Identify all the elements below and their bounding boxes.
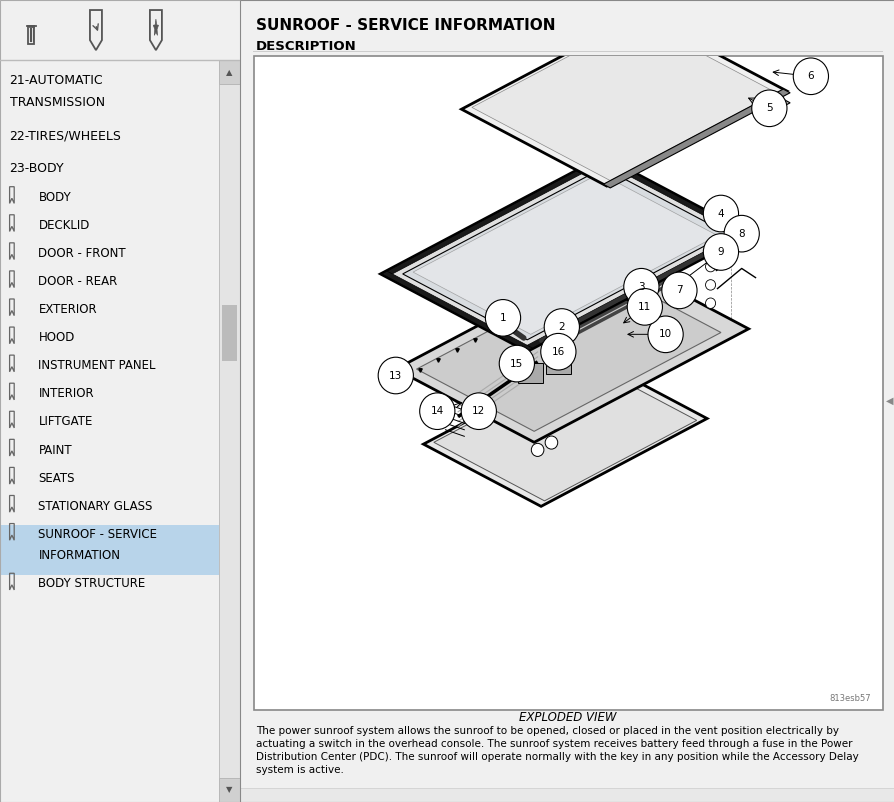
Text: 5: 5 xyxy=(765,103,772,113)
Text: SUNROOF - SERVICE: SUNROOF - SERVICE xyxy=(38,528,157,541)
Text: 11: 11 xyxy=(637,302,651,312)
Polygon shape xyxy=(471,19,775,180)
Circle shape xyxy=(531,444,544,456)
Text: STATIONARY GLASS: STATIONARY GLASS xyxy=(38,500,153,512)
Bar xyxy=(545,354,570,375)
Polygon shape xyxy=(402,168,727,340)
Text: 4: 4 xyxy=(717,209,723,218)
Text: DOOR - FRONT: DOOR - FRONT xyxy=(38,247,126,260)
Text: DESCRIPTION: DESCRIPTION xyxy=(256,40,357,53)
Polygon shape xyxy=(382,157,747,350)
Circle shape xyxy=(499,346,534,382)
Bar xyxy=(219,60,240,84)
Circle shape xyxy=(704,280,715,290)
Text: 2: 2 xyxy=(558,322,564,332)
Polygon shape xyxy=(382,271,532,350)
Bar xyxy=(28,26,35,44)
Text: DECKLID: DECKLID xyxy=(38,219,89,232)
Text: 13: 13 xyxy=(389,371,402,380)
Circle shape xyxy=(544,309,578,346)
Text: 3: 3 xyxy=(637,282,644,292)
Text: BODY: BODY xyxy=(38,191,71,204)
Bar xyxy=(219,778,240,802)
Text: 8: 8 xyxy=(738,229,744,239)
Text: 15: 15 xyxy=(510,358,523,369)
Text: INTERIOR: INTERIOR xyxy=(38,387,94,400)
Bar xyxy=(518,363,543,383)
Circle shape xyxy=(544,436,557,449)
Circle shape xyxy=(703,233,738,270)
Text: PAINT: PAINT xyxy=(38,444,72,456)
Polygon shape xyxy=(423,356,706,506)
Polygon shape xyxy=(521,231,747,350)
Text: INSTRUMENT PANEL: INSTRUMENT PANEL xyxy=(38,359,156,372)
Text: DOOR - REAR: DOOR - REAR xyxy=(38,275,117,288)
Circle shape xyxy=(378,357,413,394)
Polygon shape xyxy=(603,89,789,188)
Bar xyxy=(222,305,237,361)
Text: The power sunroof system allows the sunroof to be opened, closed or placed in th: The power sunroof system allows the sunr… xyxy=(256,726,858,776)
Polygon shape xyxy=(637,26,789,107)
Polygon shape xyxy=(153,19,158,35)
Polygon shape xyxy=(413,173,717,334)
Circle shape xyxy=(647,316,682,353)
Circle shape xyxy=(540,334,576,370)
Circle shape xyxy=(419,393,454,430)
Circle shape xyxy=(704,298,715,309)
Circle shape xyxy=(723,216,758,252)
Text: 9: 9 xyxy=(717,247,723,257)
Text: 16: 16 xyxy=(551,346,564,357)
Text: EXPLODED VIEW: EXPLODED VIEW xyxy=(519,711,615,724)
Text: 22-TIRES/WHEELS: 22-TIRES/WHEELS xyxy=(10,129,122,142)
Text: 1: 1 xyxy=(499,313,506,323)
Text: ◀: ◀ xyxy=(885,396,893,406)
Text: EXTERIOR: EXTERIOR xyxy=(38,303,97,316)
Text: ▲: ▲ xyxy=(226,67,232,77)
Circle shape xyxy=(661,272,696,309)
Polygon shape xyxy=(382,157,608,277)
Text: 813esb57: 813esb57 xyxy=(828,695,870,703)
Text: 12: 12 xyxy=(472,406,485,416)
Bar xyxy=(219,60,240,802)
Text: LIFTGATE: LIFTGATE xyxy=(38,415,93,428)
Circle shape xyxy=(627,289,662,325)
Circle shape xyxy=(703,195,738,232)
Bar xyxy=(240,788,894,802)
Text: 6: 6 xyxy=(806,71,814,81)
Circle shape xyxy=(792,58,828,95)
Bar xyxy=(254,56,882,710)
Text: 7: 7 xyxy=(675,286,682,295)
Bar xyxy=(0,0,240,60)
Polygon shape xyxy=(434,362,696,501)
Text: ▼: ▼ xyxy=(226,785,232,795)
Polygon shape xyxy=(597,157,747,237)
Text: 21-AUTOMATIC: 21-AUTOMATIC xyxy=(10,74,103,87)
Polygon shape xyxy=(461,14,786,186)
Text: 10: 10 xyxy=(658,330,671,339)
Text: 23-BODY: 23-BODY xyxy=(10,162,64,175)
Circle shape xyxy=(704,261,715,272)
Text: INFORMATION: INFORMATION xyxy=(38,549,121,562)
Text: BODY STRUCTURE: BODY STRUCTURE xyxy=(38,577,146,590)
Circle shape xyxy=(751,90,786,127)
Polygon shape xyxy=(416,270,721,431)
Polygon shape xyxy=(395,256,747,443)
Bar xyxy=(0,525,219,575)
Circle shape xyxy=(460,393,496,430)
Text: HOOD: HOOD xyxy=(38,331,75,344)
Text: 14: 14 xyxy=(430,406,443,416)
Text: SUNROOF - SERVICE INFORMATION: SUNROOF - SERVICE INFORMATION xyxy=(256,18,555,33)
Circle shape xyxy=(623,269,658,305)
Text: TRANSMISSION: TRANSMISSION xyxy=(10,96,105,109)
Text: SEATS: SEATS xyxy=(38,472,75,484)
Circle shape xyxy=(485,300,520,336)
